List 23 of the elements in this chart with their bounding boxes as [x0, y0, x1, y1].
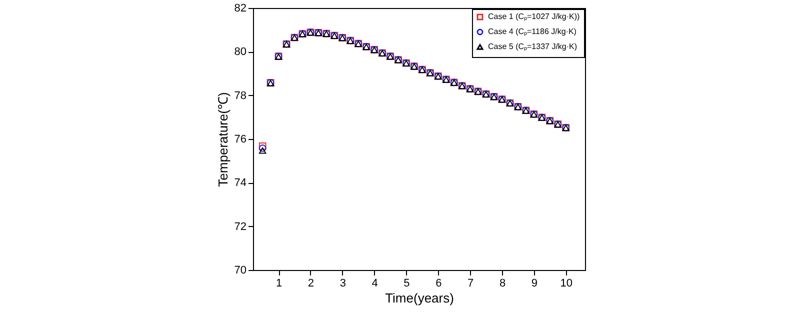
- y-tick-label: 76: [234, 134, 246, 146]
- legend-label: Case 4 (Cₚ=1186 J/kg·K): [488, 27, 577, 36]
- x-tick-label: 10: [560, 278, 572, 290]
- y-tick-label: 80: [234, 46, 246, 58]
- x-tick-label: 7: [468, 278, 474, 290]
- x-tick-label: 4: [372, 278, 378, 290]
- x-tick-label: 3: [340, 278, 346, 290]
- legend-label: Case 1 (Cₚ=1027 J/kg·K)): [488, 12, 580, 21]
- y-tick-label: 82: [234, 2, 246, 14]
- y-tick-label: 70: [234, 264, 246, 276]
- legend-label: Case 5 (Cₚ=1337 J/kg·K): [488, 42, 578, 51]
- x-tick-label: 2: [308, 278, 314, 290]
- x-tick-label: 1: [276, 278, 282, 290]
- point: [258, 147, 266, 154]
- x-tick-label: 6: [436, 278, 442, 290]
- x-axis-title: Time(years): [385, 290, 454, 306]
- y-tick-label: 78: [234, 90, 246, 102]
- y-tick-label: 74: [234, 177, 246, 190]
- x-tick-label: 5: [404, 278, 410, 290]
- y-tick-label: 72: [234, 220, 246, 233]
- x-tick-label: 8: [499, 278, 506, 290]
- x-tick-label: 9: [531, 278, 538, 290]
- y-axis-title: Temperature(℃): [215, 92, 230, 187]
